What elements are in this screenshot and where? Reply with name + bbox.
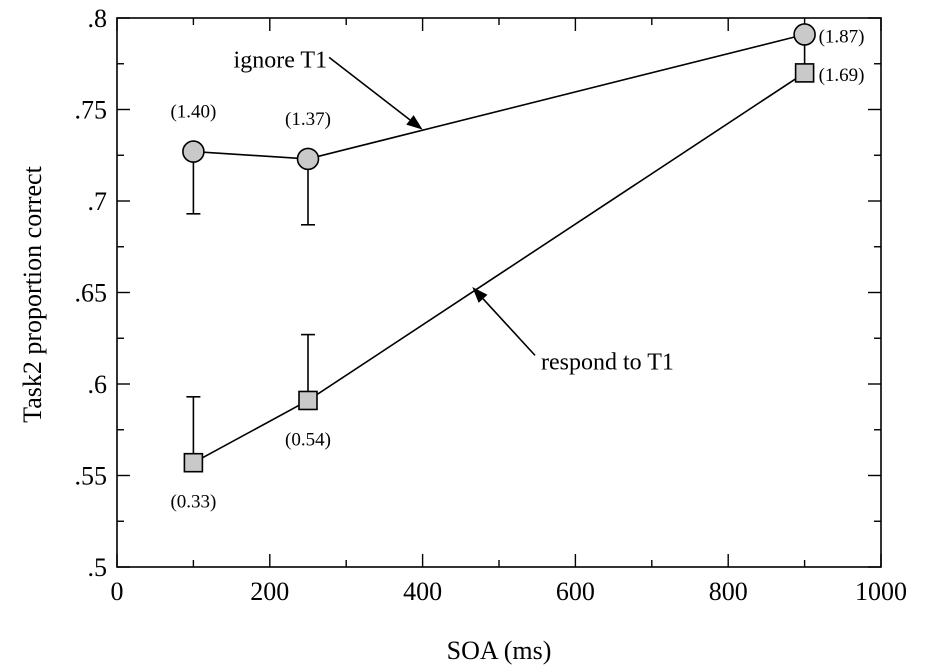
plot-frame	[116, 17, 882, 568]
x-tick-label: 400	[403, 577, 442, 606]
x-tick-label: 1000	[855, 577, 907, 606]
y-tick-label: .7	[88, 187, 108, 216]
annotation-arrow-ignore-t1	[328, 56, 411, 121]
data-label-respond-to-t1: (0.33)	[170, 492, 216, 513]
series-line-respond-to-t1	[193, 72, 806, 464]
x-tick-label: 800	[709, 577, 748, 606]
annotation-arrowhead-ignore-t1	[406, 115, 423, 130]
y-tick-label: .65	[75, 279, 108, 308]
data-label-respond-to-t1: (0.54)	[285, 429, 331, 450]
data-label-ignore-t1: (1.37)	[285, 109, 331, 130]
y-tick-label: .75	[75, 96, 108, 125]
data-label-ignore-t1: (1.87)	[819, 26, 865, 47]
series-label-ignore-t1: ignore T1	[234, 47, 328, 73]
y-tick-label: .5	[88, 553, 108, 582]
x-tick-label: 200	[250, 577, 289, 606]
y-tick-label: .8	[88, 4, 108, 33]
y-tick-label: .55	[75, 462, 108, 491]
series-label-respond-to-t1: respond to T1	[541, 349, 674, 375]
data-point-respond-to-t1	[183, 452, 204, 473]
x-tick-label: 600	[556, 577, 595, 606]
data-point-ignore-t1	[182, 140, 205, 163]
data-point-respond-to-t1	[794, 63, 815, 83]
annotation-arrow-respond-to-t1	[482, 298, 536, 356]
y-tick-label: .6	[88, 370, 108, 399]
x-tick-label: 0	[111, 577, 124, 606]
data-point-respond-to-t1	[298, 390, 318, 411]
data-point-ignore-t1	[296, 147, 320, 171]
y-axis-title: Task2 proportion correct	[18, 165, 47, 422]
data-point-ignore-t1	[793, 23, 816, 46]
data-label-ignore-t1: (1.40)	[170, 102, 216, 123]
annotation-arrowhead-respond-to-t1	[472, 287, 488, 303]
x-axis-title: SOA (ms)	[447, 636, 552, 665]
data-label-respond-to-t1: (1.69)	[819, 65, 865, 86]
